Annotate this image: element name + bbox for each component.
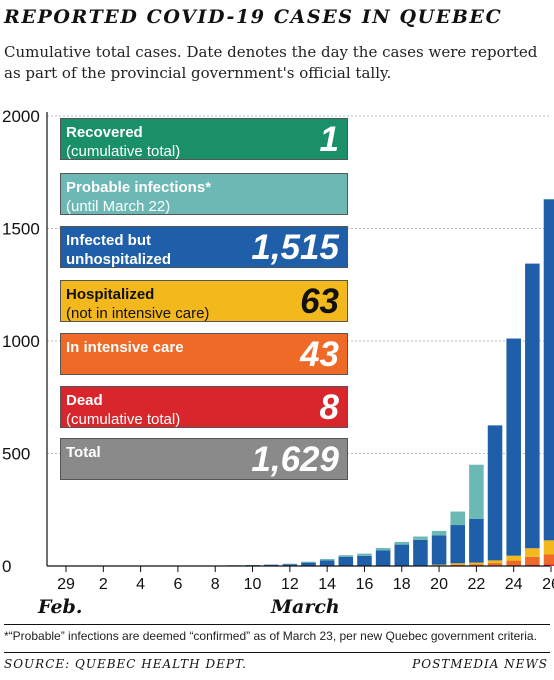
x-tick-label: 24	[505, 576, 523, 593]
bar-infected	[506, 338, 521, 556]
bar-dead	[525, 564, 540, 566]
x-tick-label: 2	[99, 576, 108, 593]
y-tick-label: 500	[2, 445, 30, 464]
bar-probable	[450, 511, 466, 526]
bar-infected	[394, 544, 410, 566]
bar-probable	[431, 530, 447, 536]
bar-hospitalized	[450, 563, 466, 565]
bar-intensive	[543, 554, 554, 565]
footnote: *“Probable” infections are deemed “confi…	[4, 629, 537, 643]
x-tick-label: 4	[136, 576, 145, 593]
legend-hospitalized-note: (not in intensive care)	[66, 305, 210, 322]
x-tick-label: 29	[57, 576, 75, 593]
bar-hospitalized	[543, 540, 554, 555]
legend-recovered-note: (cumulative total)	[66, 143, 181, 160]
legend-infected: Infected but unhospitalized 1,515	[60, 226, 348, 268]
stacked-bar-chart: 0500100015002000292468101214161820222426	[2, 107, 554, 593]
bar-infected	[487, 425, 503, 561]
source-divider	[4, 652, 550, 653]
x-tick-label: 26	[542, 576, 554, 593]
legend-infected-title: Infected but	[66, 232, 151, 249]
legend-hospitalized: Hospitalized (not in intensive care) 63	[60, 280, 348, 322]
legend-dead: Dead (cumulative total) 8	[60, 386, 348, 428]
legend-probable-title: Probable infections*	[66, 179, 212, 196]
bar-intensive	[525, 556, 540, 565]
bar-infected	[375, 550, 391, 566]
x-tick-label: 18	[393, 576, 411, 593]
bar-dead	[543, 564, 554, 566]
legend-total-title: Total	[66, 444, 101, 461]
legend-total-value: 1,629	[251, 440, 339, 479]
bar-hospitalized	[506, 555, 521, 561]
bar-infected	[450, 525, 466, 564]
bar-recovered	[543, 199, 554, 200]
legend-hospitalized-value: 63	[300, 282, 339, 321]
bar-infected	[543, 199, 554, 541]
x-tick-label: 22	[467, 576, 485, 593]
bar-infected	[525, 263, 540, 549]
bar-infected	[263, 564, 279, 566]
footnote-divider	[4, 624, 550, 625]
y-tick-label: 1500	[2, 220, 40, 239]
bar-infected	[413, 539, 428, 566]
source-label: SOURCE: QUEBEC HEALTH DEPT.	[4, 657, 247, 671]
legend-intensive: In intensive care 43	[60, 333, 348, 375]
month-label-feb: Feb.	[38, 596, 83, 618]
x-tick-label: 8	[211, 576, 220, 593]
bar-probable	[357, 553, 372, 556]
y-tick-label: 0	[2, 557, 11, 576]
bar-infected	[319, 560, 335, 566]
bar-infected	[431, 535, 447, 565]
bar-infected	[282, 564, 298, 566]
bar-infected	[469, 518, 484, 563]
bar-hospitalized	[525, 548, 540, 557]
x-tick-label: 16	[356, 576, 374, 593]
bar-hospitalized	[431, 564, 447, 566]
x-tick-label: 20	[430, 576, 448, 593]
x-tick-label: 14	[318, 576, 336, 593]
bar-probable	[301, 561, 316, 563]
bar-infected	[357, 555, 372, 566]
x-tick-label: 12	[281, 576, 299, 593]
legend-dead-note: (cumulative total)	[66, 411, 181, 428]
bar-intensive	[469, 564, 484, 566]
legend-dead-value: 8	[319, 388, 339, 427]
chart-title: REPORTED COVID-19 CASES IN QUEBEC	[4, 6, 503, 28]
bar-probable	[394, 541, 410, 545]
bar-hospitalized	[469, 562, 484, 565]
bar-probable	[413, 536, 428, 540]
bar-intensive	[506, 560, 521, 566]
bar-probable	[469, 464, 484, 519]
legend-probable-note: (until March 22)	[66, 198, 171, 215]
month-label-march: March	[271, 596, 340, 618]
bar-intensive	[487, 563, 503, 566]
bar-infected	[338, 557, 354, 566]
legend-hospitalized-title: Hospitalized	[66, 286, 155, 303]
credit-label: POSTMEDIA NEWS	[412, 657, 548, 671]
bar-probable	[319, 559, 335, 561]
y-tick-label: 1000	[2, 332, 40, 351]
legend-recovered-title: Recovered	[66, 124, 143, 141]
x-tick-label: 10	[244, 576, 262, 593]
legend-recovered-value: 1	[319, 120, 339, 159]
legend-dead-title: Dead	[66, 392, 103, 409]
x-tick-label: 6	[173, 576, 182, 593]
bar-probable	[282, 563, 298, 565]
bar-hospitalized	[487, 560, 503, 564]
bar-probable	[375, 548, 391, 551]
bar-infected	[301, 562, 316, 566]
legend-probable: Probable infections* (until March 22)	[60, 173, 348, 215]
legend-infected-value: 1,515	[251, 228, 339, 267]
legend-total: Total 1,629	[60, 438, 348, 480]
legend-intensive-title: In intensive care	[66, 339, 184, 356]
legend-recovered: Recovered (cumulative total) 1	[60, 118, 348, 160]
bar-intensive	[450, 564, 466, 566]
chart-subtitle: Cumulative total cases. Date denotes the…	[4, 43, 538, 82]
legend-intensive-value: 43	[300, 335, 339, 374]
y-tick-label: 2000	[2, 107, 40, 126]
bar-probable	[338, 555, 354, 557]
legend-infected-note: unhospitalized	[66, 251, 171, 268]
